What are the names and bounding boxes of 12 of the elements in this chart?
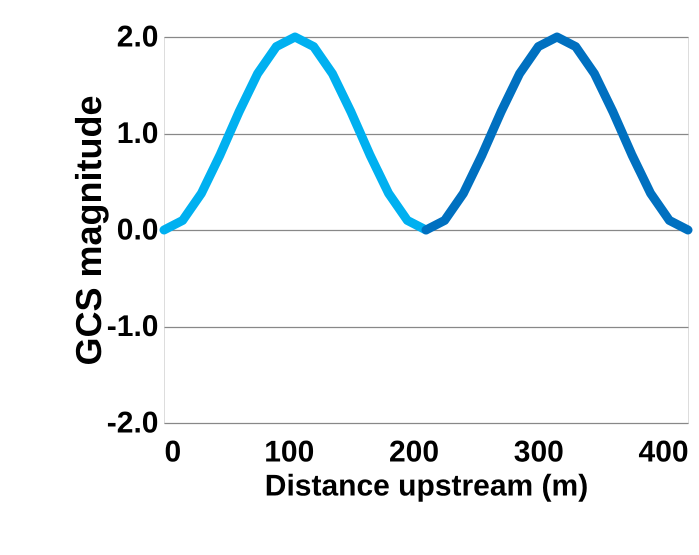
y-axis-title: GCS magnitude [68, 95, 109, 366]
y-tick-label: 1.0 [116, 117, 158, 150]
x-axis-title: Distance upstream (m) [264, 470, 588, 502]
y-tick-label: -2.0 [106, 406, 158, 440]
y-tick-label: -1.0 [106, 310, 158, 343]
x-tick-label: 200 [388, 436, 440, 468]
x-tick-label: 0 [164, 436, 182, 468]
y-tick-label: 0.0 [116, 214, 158, 246]
x-tick-label: 100 [264, 436, 314, 468]
x-tick-label: 300 [514, 436, 564, 468]
x-tick-label: 400 [638, 436, 689, 468]
y-tick-label: 2.0 [116, 20, 158, 54]
